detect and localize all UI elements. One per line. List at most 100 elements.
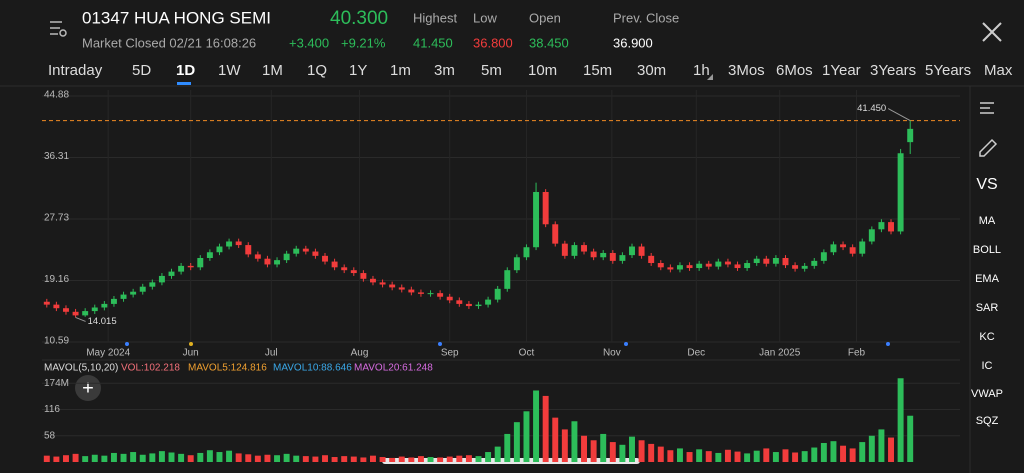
candle-body: [859, 241, 866, 254]
volume-bar: [389, 457, 396, 462]
volume-bar: [43, 455, 50, 462]
indicator-button[interactable]: MA: [979, 215, 996, 227]
timeframe-tab[interactable]: 3m: [434, 62, 455, 79]
icon-circle: [59, 29, 67, 37]
volume-bar: [840, 445, 847, 462]
timeframe-tab[interactable]: 5m: [481, 62, 502, 79]
candle-body: [408, 289, 415, 293]
candle-body: [638, 246, 645, 256]
volume-bar: [629, 436, 635, 462]
timeframe-tab[interactable]: 15m: [583, 62, 612, 79]
candle-body: [581, 245, 588, 252]
change-percent: +9.21%: [341, 35, 386, 50]
volume-bar: [792, 452, 799, 462]
y-tick-label: 19.16: [44, 274, 69, 285]
volume-bar: [686, 452, 693, 462]
timeframe-tab[interactable]: 10m: [528, 62, 557, 79]
timeframe-tab[interactable]: Max: [984, 62, 1013, 79]
candle-body: [724, 261, 731, 265]
candle-body: [868, 229, 875, 242]
timeframe-tab[interactable]: 1Y: [349, 62, 367, 79]
indicator-button[interactable]: VS: [976, 176, 997, 193]
candle-body: [264, 258, 271, 265]
indicator-button[interactable]: IC: [982, 360, 993, 372]
volume-bar: [322, 455, 328, 462]
timeframe-tab[interactable]: 3Mos: [728, 62, 765, 79]
annotation-leader: [75, 316, 86, 322]
x-tick-label: Feb: [848, 348, 866, 359]
timeframe-tab[interactable]: 30m: [637, 62, 666, 79]
volume-bar: [638, 440, 645, 462]
candle-body: [369, 278, 376, 283]
candle-body: [149, 282, 156, 287]
x-tick-label: Jan 2025: [759, 348, 801, 359]
timeframe-tab[interactable]: 5D: [132, 62, 151, 79]
timeframe-tab[interactable]: 1Q: [307, 62, 327, 79]
candle-body: [820, 252, 827, 261]
candle-body: [475, 304, 482, 307]
timeframe-tab[interactable]: 1h: [693, 62, 710, 79]
volume-bar: [245, 454, 252, 462]
timeframe-tab[interactable]: 1m: [390, 62, 411, 79]
candle-body: [178, 265, 185, 272]
x-tick-label: May 2024: [86, 348, 130, 359]
indicator-button[interactable]: VWAP: [971, 388, 1003, 400]
candle-body: [226, 241, 233, 247]
candle-body: [168, 271, 175, 276]
event-dot[interactable]: [438, 342, 442, 346]
event-dot[interactable]: [886, 342, 890, 346]
timeframe-tab[interactable]: 1M: [262, 62, 283, 79]
candle-body: [302, 248, 309, 252]
volume-bar: [504, 433, 511, 462]
add-indicator-button[interactable]: [75, 375, 101, 401]
volume-bar: [868, 435, 875, 462]
menu-icon[interactable]: [50, 21, 67, 37]
volume-bar: [724, 449, 731, 462]
indicator-button[interactable]: BOLL: [973, 244, 1001, 256]
volume-bar: [763, 448, 770, 462]
volume-bar: [341, 456, 348, 462]
candle-body: [494, 288, 501, 300]
candle-body: [849, 247, 856, 254]
candle-body: [389, 284, 396, 288]
active-tab-underline: [177, 82, 191, 85]
timeframe-tab[interactable]: 6Mos: [776, 62, 813, 79]
stat-label: Highest: [413, 10, 457, 25]
candle-body: [120, 294, 127, 299]
event-dot[interactable]: [125, 342, 129, 346]
volume-bar: [753, 450, 760, 462]
last-price: 40.300: [330, 8, 388, 29]
timeframe-tab[interactable]: Intraday: [48, 62, 103, 79]
candle-body: [801, 265, 808, 269]
volume-bar: [609, 442, 616, 462]
volume-bar: [91, 454, 98, 462]
volume-bar: [878, 429, 885, 462]
pencil-icon[interactable]: [979, 138, 998, 157]
indicator-button[interactable]: EMA: [975, 273, 1000, 285]
indicator-button[interactable]: SAR: [976, 302, 999, 314]
event-dot[interactable]: [189, 342, 193, 346]
candle-body: [485, 299, 492, 305]
volume-bar: [590, 440, 597, 462]
indicator-button[interactable]: KC: [979, 331, 994, 343]
timeframe-tab[interactable]: 1D: [176, 62, 195, 79]
candle-body: [139, 286, 146, 292]
event-dot[interactable]: [624, 342, 628, 346]
volume-bar: [907, 415, 914, 462]
timeframe-tab[interactable]: 1W: [218, 62, 241, 79]
candle-body: [379, 282, 386, 285]
timeframe-tab[interactable]: 5Years: [925, 62, 971, 79]
indicator-button[interactable]: SQZ: [976, 415, 999, 427]
close-button[interactable]: [982, 22, 1002, 42]
candle-body: [446, 296, 453, 301]
candle-body: [830, 244, 837, 253]
volume-bar: [235, 453, 242, 462]
candle-body: [533, 191, 540, 248]
timeframe-tab[interactable]: 3Years: [870, 62, 916, 79]
volume-bar: [168, 452, 175, 462]
timeframe-tab[interactable]: 1Year: [822, 62, 861, 79]
candle-body: [235, 241, 242, 246]
candle-body: [715, 261, 722, 267]
volume-bar: [379, 457, 386, 462]
candle-body: [437, 293, 444, 297]
